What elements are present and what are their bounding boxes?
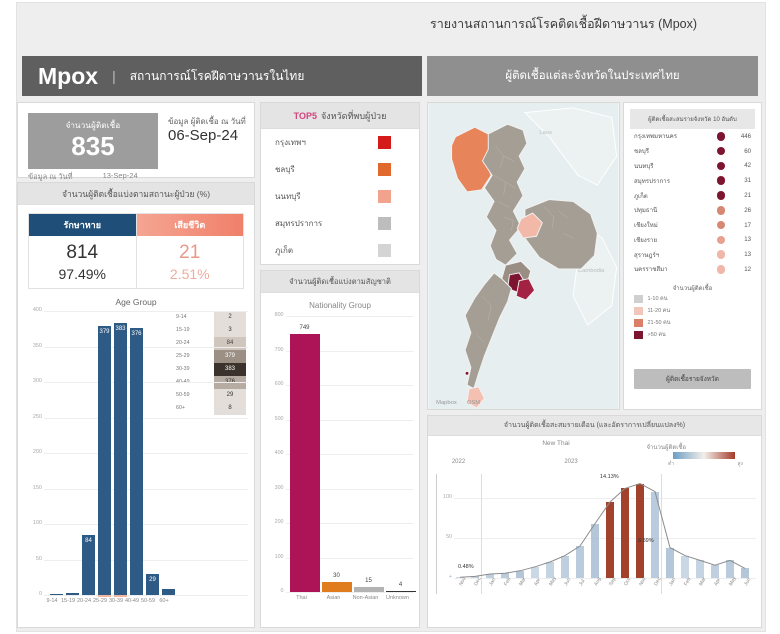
svg-text:Cambodia: Cambodia	[578, 268, 605, 274]
svg-text:OSM: OSM	[467, 400, 480, 406]
svg-text:Mapbox: Mapbox	[436, 400, 457, 406]
svg-text:Laos: Laos	[539, 130, 552, 136]
